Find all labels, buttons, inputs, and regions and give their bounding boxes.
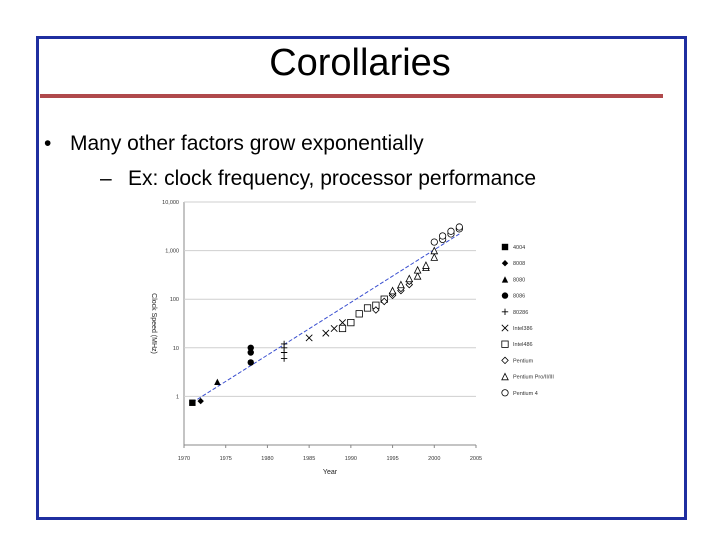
legend-marker [501, 243, 509, 251]
trendline-group [192, 233, 460, 403]
data-point [280, 355, 288, 362]
x-tick-label: 1985 [303, 456, 315, 462]
data-points [189, 223, 463, 406]
legend-label: 8080 [513, 277, 525, 283]
sub-bullet-dash: – [100, 167, 112, 190]
data-point [372, 306, 380, 314]
bullet-item: • Many other factors grow exponentially [44, 132, 424, 156]
x-axis-label: Year [323, 469, 338, 476]
sub-bullet-item: – Ex: clock frequency, processor performa… [100, 167, 536, 191]
x-tick-label: 2005 [470, 456, 482, 462]
data-point [363, 304, 372, 312]
data-point [422, 261, 430, 269]
data-point [355, 310, 363, 318]
trendline [192, 233, 460, 403]
data-point [322, 329, 330, 337]
y-tick-label: 100 [170, 297, 179, 303]
data-point [247, 349, 254, 356]
data-point [413, 265, 422, 274]
legend-marker [501, 276, 509, 283]
data-point [189, 399, 196, 406]
data-point [430, 246, 439, 255]
data-point [405, 274, 414, 283]
legend-label: Intel486 [513, 342, 533, 348]
y-tick-label: 1 [176, 394, 179, 400]
legend-marker [501, 340, 509, 348]
legend-label: 4004 [513, 245, 525, 251]
x-tick-label: 1995 [386, 456, 398, 462]
bullet-dot: • [44, 132, 52, 155]
x-tick-label: 2000 [428, 456, 440, 462]
data-point [439, 232, 447, 240]
x-tick-label: 1980 [261, 456, 273, 462]
legend-label: 8086 [513, 294, 525, 300]
y-tick-label: 10,000 [162, 200, 179, 206]
axes-group [183, 201, 477, 448]
data-point [330, 324, 338, 332]
legend-label: Pentium 4 [513, 391, 538, 397]
y-axis-label: Clock Speed (MHz) [150, 293, 157, 354]
data-point [214, 378, 221, 385]
y-tick-label: 10 [173, 346, 179, 352]
legend-marker [501, 389, 509, 397]
legend-label: Intel386 [513, 326, 533, 332]
data-point [455, 223, 463, 231]
x-tick-label: 1975 [220, 456, 232, 462]
data-point [413, 271, 422, 280]
legend-marker [501, 260, 509, 267]
legend-marker [501, 372, 509, 381]
data-point [347, 319, 355, 327]
legend-label: Pentium [513, 358, 534, 364]
data-point [430, 238, 438, 246]
clock-speed-chart: 1 10 100 1,000 10,000 1970 1975 1980 1985 1990 199… [150, 200, 554, 476]
data-point [430, 253, 439, 261]
tick-labels: 1 10 100 1,000 10,000 1970 1975 1980 1985 1990 199… [162, 200, 482, 462]
legend-marker [501, 324, 509, 332]
x-tick-label: 1970 [178, 456, 190, 462]
data-point [447, 227, 455, 235]
legend-label: 8008 [513, 261, 525, 267]
legend-label: 80286 [513, 310, 528, 316]
legend-label: Pentium Pro/II/III [513, 375, 554, 381]
data-point [280, 340, 288, 348]
legend-marker [501, 308, 509, 315]
sub-bullet-text: Ex: clock frequency, processor performan… [128, 167, 537, 190]
data-point [388, 286, 397, 295]
data-point [397, 280, 405, 289]
legend-marker [501, 356, 509, 365]
data-point [380, 297, 388, 306]
y-tick-label: 1,000 [165, 249, 179, 255]
data-point [305, 334, 313, 342]
legend-marker [501, 292, 509, 299]
legend: 4004 8008 8080 8086 80286 Intel386 Intel486 Pen… [501, 243, 554, 397]
data-point [247, 344, 254, 351]
data-point [197, 397, 204, 405]
data-point [338, 319, 347, 327]
data-point [338, 324, 347, 333]
bullet-text: Many other factors grow exponentially [70, 132, 424, 155]
slide-frame [36, 36, 687, 520]
x-tick-label: 1990 [345, 456, 357, 462]
slide-title: Corollaries [269, 42, 451, 84]
data-point [247, 359, 254, 366]
title-divider [40, 94, 663, 98]
